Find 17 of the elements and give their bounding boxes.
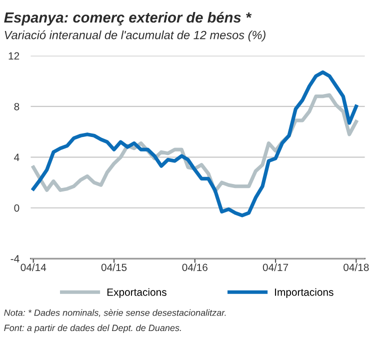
text: Font: a partir de dades del Dept. de Duanes.: [4, 324, 181, 333]
y-tick-label: 0: [14, 204, 20, 212]
chart-subtitle: Variació interanual de l'acumulat de 12 mesos (%): [4, 30, 266, 42]
line-series: [32, 70, 358, 218]
legend-label: Importacions: [275, 288, 334, 298]
y-tick-label: 8: [14, 102, 20, 110]
legend-label: Exportacions: [107, 288, 166, 298]
x-tick-label: 04/14: [20, 263, 46, 272]
y-tick-label: -4: [10, 255, 20, 262]
x-tick-label: 04/17: [262, 263, 288, 272]
x-tick-label: 04/16: [182, 263, 208, 272]
text: Nota: * Dades nominals, sèrie sense desestacionalitzar.: [4, 309, 226, 317]
chart-title: Espanya: comerç exterior de béns *: [4, 12, 252, 26]
x-tick-label: 04/15: [101, 263, 127, 272]
y-tick-label: 12: [8, 52, 20, 60]
x-tick-label: 04/18: [344, 263, 369, 272]
y-tick-label: 4: [14, 154, 20, 161]
